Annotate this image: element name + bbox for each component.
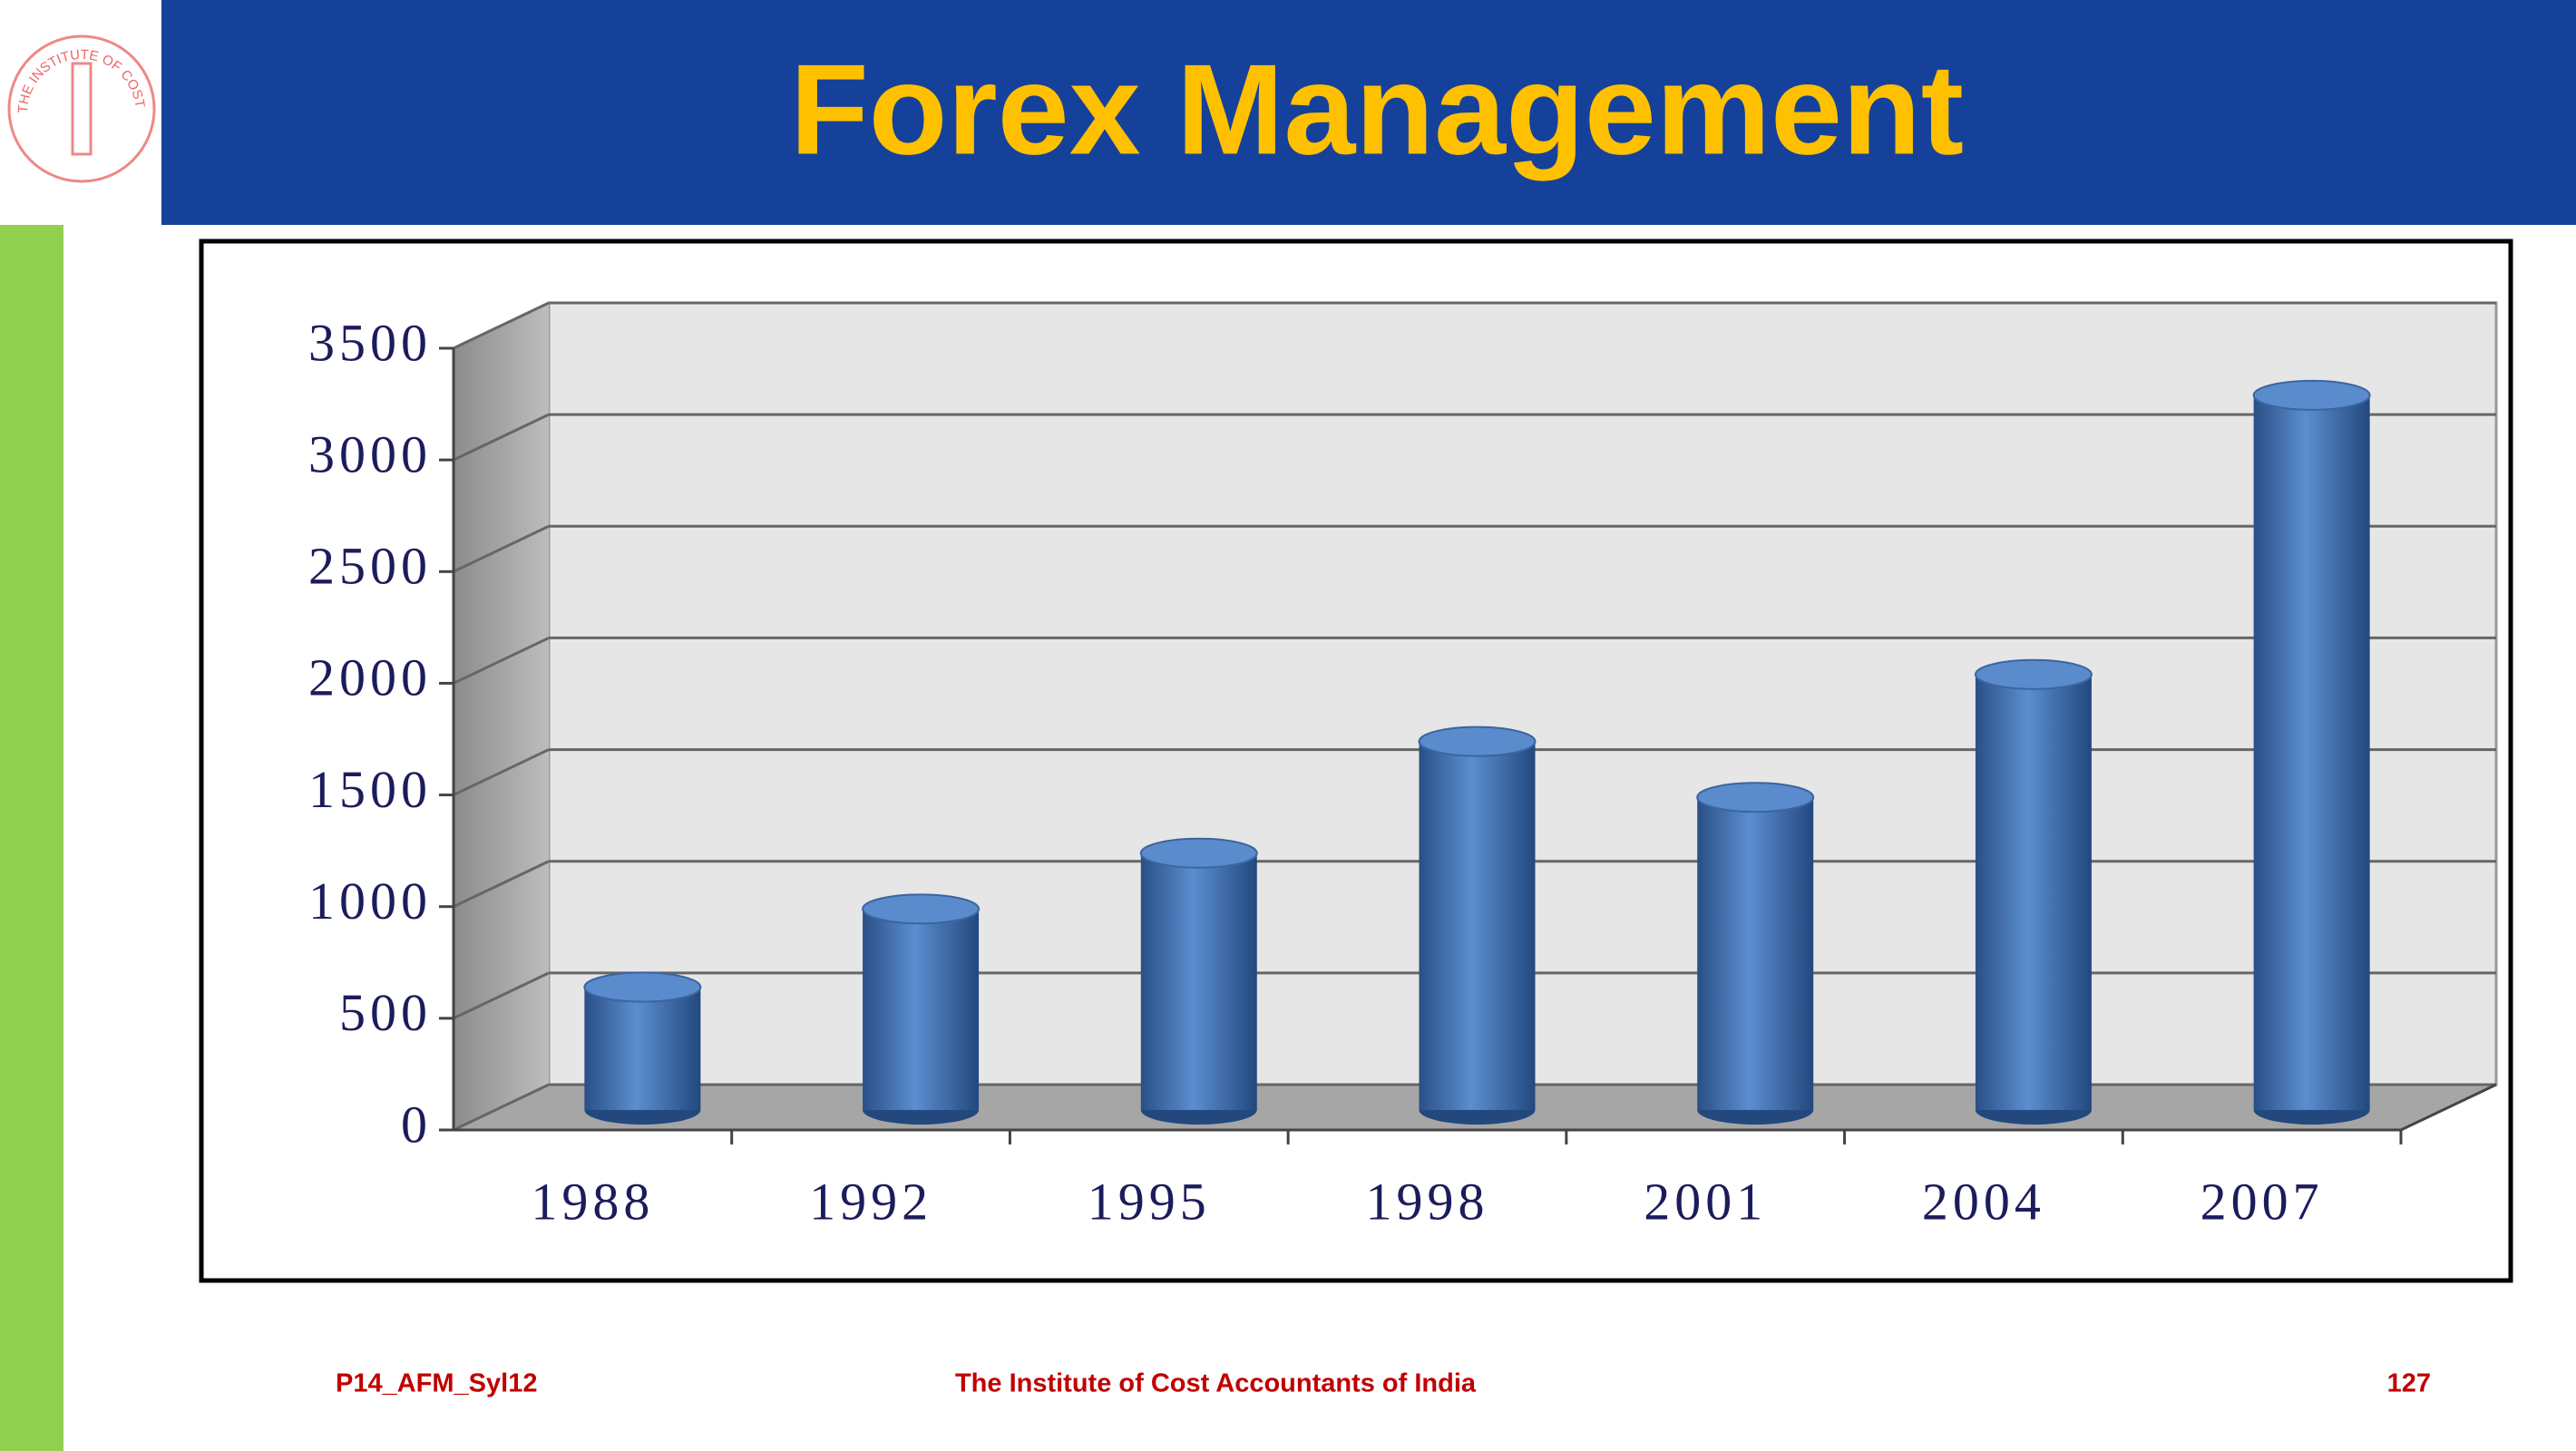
x-tick-label: 2004 (1922, 1172, 2045, 1231)
y-tick-label: 2000 (308, 648, 432, 707)
x-tick-label: 1992 (809, 1172, 932, 1231)
grid-line (453, 301, 550, 350)
y-tick-label: 2500 (308, 537, 432, 596)
y-tick-label: 3500 (308, 313, 432, 372)
x-tick-label: 1988 (531, 1172, 654, 1231)
bar (2253, 394, 2370, 1110)
bar-top (1418, 726, 1537, 757)
logo-ring (7, 34, 156, 183)
header-bar (161, 0, 2576, 225)
bar-top (583, 971, 702, 1003)
footer-left: P14_AFM_Syl12 (336, 1369, 537, 1398)
bar-top (2252, 379, 2371, 411)
y-tick-label: 1000 (308, 872, 432, 930)
grid-line (453, 748, 550, 796)
bar (584, 987, 701, 1110)
bar (1975, 674, 2092, 1110)
y-tick-label: 0 (401, 1095, 432, 1154)
grid-line (453, 1083, 550, 1132)
side-strip (0, 225, 63, 1451)
logo: THE INSTITUTE OF COST ACCOUNTANTS OF IND… (0, 0, 156, 183)
footer-right: 127 (2387, 1369, 2431, 1398)
y-tick-label: 1500 (308, 760, 432, 819)
y-tick-label: 3000 (308, 424, 432, 483)
y-tick-label: 500 (339, 983, 432, 1042)
side-wall (454, 303, 549, 1130)
x-tick-label: 1998 (1366, 1172, 1489, 1231)
bar (1419, 741, 1536, 1110)
logo-pillar (71, 62, 93, 156)
bar (1697, 797, 1814, 1110)
grid-line (453, 413, 550, 462)
x-axis-edge (2400, 1083, 2497, 1132)
bar-top (1696, 782, 1815, 813)
x-tick-label: 2001 (1644, 1172, 1767, 1231)
bar-top (1139, 837, 1258, 869)
footer-center: The Institute of Cost Accountants of Ind… (955, 1369, 1477, 1398)
bar-top (1974, 658, 2093, 690)
grid-line (453, 971, 550, 1020)
x-tick-label: 2007 (2200, 1172, 2324, 1231)
bar-top (862, 893, 981, 925)
bar (863, 909, 980, 1110)
slide-title: Forex Management (790, 38, 1964, 182)
bar (1140, 852, 1257, 1110)
grid-line (453, 637, 550, 685)
x-tick-label: 1995 (1088, 1172, 1211, 1231)
grid-line (453, 524, 550, 573)
grid-line (453, 860, 550, 909)
